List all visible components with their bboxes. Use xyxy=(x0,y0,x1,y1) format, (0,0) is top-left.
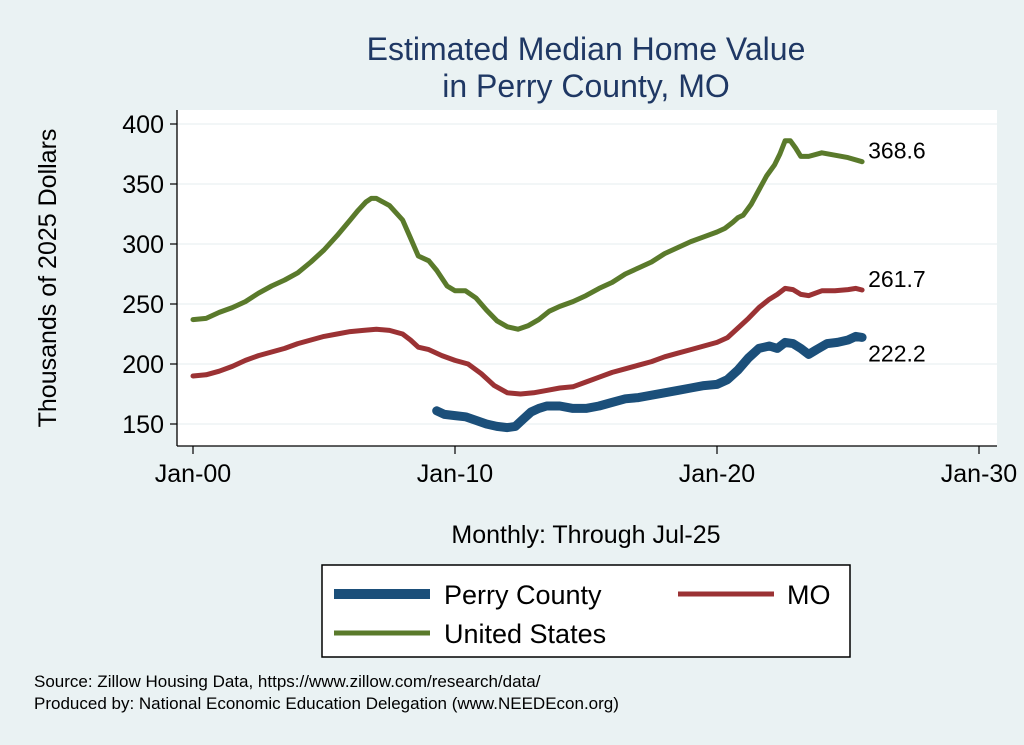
chart-title-line-2: in Perry County, MO xyxy=(442,68,729,104)
gridlines xyxy=(177,123,997,425)
y-tick-label-200: 200 xyxy=(122,351,164,379)
chart-title-line-1: Estimated Median Home Value xyxy=(367,31,806,67)
x-tick-label-0: Jan-00 xyxy=(155,460,231,488)
y-tick-label-350: 350 xyxy=(122,171,164,199)
plot-area xyxy=(177,110,997,446)
y-tick-label-300: 300 xyxy=(122,231,164,259)
series-lines xyxy=(190,138,867,433)
y-tick-label-150: 150 xyxy=(122,411,164,439)
source-note: Source: Zillow Housing Data, https://www… xyxy=(34,672,541,691)
y-tick-label-400: 400 xyxy=(122,111,164,139)
legend-box xyxy=(321,564,851,658)
series-line-united-states xyxy=(190,138,865,332)
series-line-perry-county xyxy=(432,331,867,433)
x-tick-label-1: Jan-10 xyxy=(417,460,493,488)
series-line-mo xyxy=(190,285,865,397)
legend-label-mo: MO xyxy=(787,580,831,610)
legend-label-united-states: United States xyxy=(444,619,606,649)
end-labels: 368.6 261.7 222.2 xyxy=(868,138,926,367)
legend: Perry County MO United States xyxy=(321,564,851,658)
end-label-mo: 261.7 xyxy=(868,266,926,292)
y-tick-label-250: 250 xyxy=(122,291,164,319)
end-label-perry-county: 222.2 xyxy=(868,340,926,366)
legend-label-perry-county: Perry County xyxy=(444,580,602,610)
producer-note: Produced by: National Economic Education… xyxy=(34,694,619,713)
end-label-united-states: 368.6 xyxy=(868,138,926,164)
x-tick-label-3: Jan-30 xyxy=(941,460,1017,488)
y-axis-label: Thousands of 2025 Dollars xyxy=(34,129,62,428)
x-tick-label-2: Jan-20 xyxy=(679,460,755,488)
x-axis-label: Monthly: Through Jul-25 xyxy=(451,521,720,549)
axes: 150 200 250 300 350 400 Jan-00 Jan-10 Jan-20 Jan-… xyxy=(122,110,1017,488)
